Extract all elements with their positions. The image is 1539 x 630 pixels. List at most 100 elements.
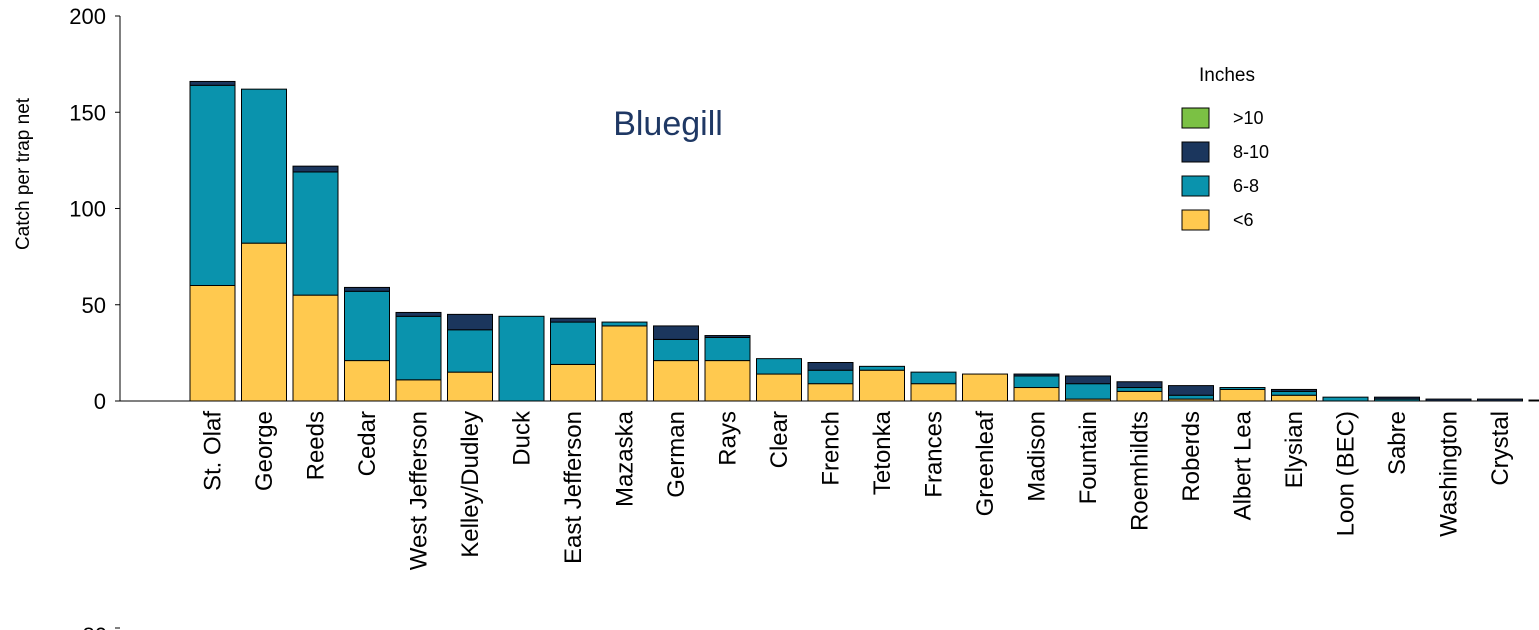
category-label: Roberds xyxy=(1178,411,1205,502)
bar-segment xyxy=(447,313,493,331)
bar-segment xyxy=(447,371,493,402)
legend-title: Inches xyxy=(1199,65,1255,86)
bar-segment xyxy=(601,321,648,327)
legend-swatch xyxy=(1181,175,1210,197)
legend-label: <6 xyxy=(1233,210,1254,230)
bar-segment xyxy=(601,325,648,402)
bar-segment xyxy=(1013,373,1060,377)
bar-segment xyxy=(704,335,751,338)
category-label: Tetonka xyxy=(869,410,896,495)
category-label: Elysian xyxy=(1281,411,1308,488)
legend: Inches >10 8-10 6-8 <6 xyxy=(1181,65,1269,231)
bar-segment xyxy=(859,365,905,371)
category-label: French xyxy=(818,411,845,486)
bar-segment xyxy=(910,371,957,385)
bar-segment xyxy=(550,363,596,402)
secondary-axis-tick: 80 xyxy=(83,623,107,630)
bars xyxy=(120,80,1539,402)
category-label: George xyxy=(251,411,278,491)
bar-segment xyxy=(807,369,854,385)
y-tick-label: 100 xyxy=(69,197,106,222)
category-label: Madison xyxy=(1024,411,1051,502)
bar-segment xyxy=(550,321,596,365)
bar-segment xyxy=(1116,390,1163,402)
category-labels: St. Olaf George Reeds Cedar West Jefferson Ke… xyxy=(200,410,1539,570)
category-label: Kelley/Dudley xyxy=(457,411,484,558)
category-label: German xyxy=(663,411,690,498)
bar-segment xyxy=(292,165,339,173)
legend-label: 8-10 xyxy=(1233,142,1269,162)
bar-segment xyxy=(653,360,699,402)
bar-segment xyxy=(395,315,442,381)
y-tick-label: 200 xyxy=(69,4,106,29)
category-label: Duck xyxy=(509,410,536,466)
bar-segment xyxy=(962,373,1008,402)
bar-segment xyxy=(1065,375,1111,385)
chart-title: Bluegill xyxy=(613,105,723,143)
legend-swatch xyxy=(1181,107,1210,129)
category-label: Reeds xyxy=(303,411,330,480)
bar-segment xyxy=(189,80,236,86)
bar-segment xyxy=(292,294,339,402)
bar-segment xyxy=(1271,394,1317,402)
y-tick-label: 150 xyxy=(69,100,106,125)
category-label: Frances xyxy=(921,411,948,498)
category-label: Sabre xyxy=(1384,411,1411,475)
y-tick-label: 50 xyxy=(82,293,106,318)
category-label: Cedar xyxy=(354,411,381,476)
bar-segment xyxy=(292,171,339,296)
bar-segment xyxy=(1013,375,1060,389)
bar-segment xyxy=(344,290,390,362)
category-label: Albert Lea xyxy=(1230,410,1257,520)
bar-segment xyxy=(1322,396,1369,402)
bar-segment xyxy=(653,325,699,340)
bar-segment xyxy=(807,362,854,371)
bar-segment xyxy=(498,315,545,402)
bar-segment xyxy=(1271,390,1317,396)
bar-segment xyxy=(704,336,751,362)
legend-label: 6-8 xyxy=(1233,176,1259,196)
bar-segment xyxy=(1271,388,1317,392)
bar-segment xyxy=(756,373,802,402)
bar-segment xyxy=(1168,385,1214,396)
category-label: Rays xyxy=(715,411,742,466)
y-tick-label: 0 xyxy=(94,389,106,414)
bar-segment xyxy=(1374,396,1420,400)
category-label: Fountain xyxy=(1075,411,1102,504)
bar-segment xyxy=(653,338,699,362)
bar-segment xyxy=(344,286,390,292)
category-label: Roemhildts xyxy=(1127,411,1154,531)
bar-segment xyxy=(189,84,236,286)
bar-segment xyxy=(550,317,596,323)
bar-segment xyxy=(189,285,236,402)
legend-swatch xyxy=(1181,209,1210,231)
category-label: Crystal xyxy=(1487,411,1514,486)
bar-segment xyxy=(1116,387,1163,392)
bar-segment xyxy=(1528,399,1539,402)
category-label: Clear xyxy=(766,411,793,468)
category-label: Greenleaf xyxy=(972,411,999,517)
bar-segment xyxy=(1219,388,1266,402)
bar-segment xyxy=(1065,383,1111,400)
bar-segment xyxy=(447,329,493,373)
y-axis-label: Catch per trap net xyxy=(13,97,34,250)
secondary-axis-fragment: 80 xyxy=(83,623,120,630)
bar-segment xyxy=(395,379,442,402)
bar-segment xyxy=(807,383,854,402)
legend-label: >10 xyxy=(1233,108,1264,128)
bar-segment xyxy=(1116,381,1163,389)
category-label: Mazaska xyxy=(612,410,639,507)
bar-segment xyxy=(241,88,287,244)
bar-segment xyxy=(1013,387,1060,402)
category-label: West Jefferson xyxy=(406,411,433,570)
bar-segment xyxy=(1219,387,1266,390)
bar-segment xyxy=(756,358,802,375)
bar-segment xyxy=(395,311,442,317)
bar-segment xyxy=(910,383,957,402)
category-label: Loon (BEC) xyxy=(1333,411,1360,536)
legend-swatch xyxy=(1181,141,1210,163)
y-axis: 0 50 100 150 200 xyxy=(69,4,121,414)
bar-segment xyxy=(704,360,751,402)
category-label: Washington xyxy=(1436,411,1463,537)
